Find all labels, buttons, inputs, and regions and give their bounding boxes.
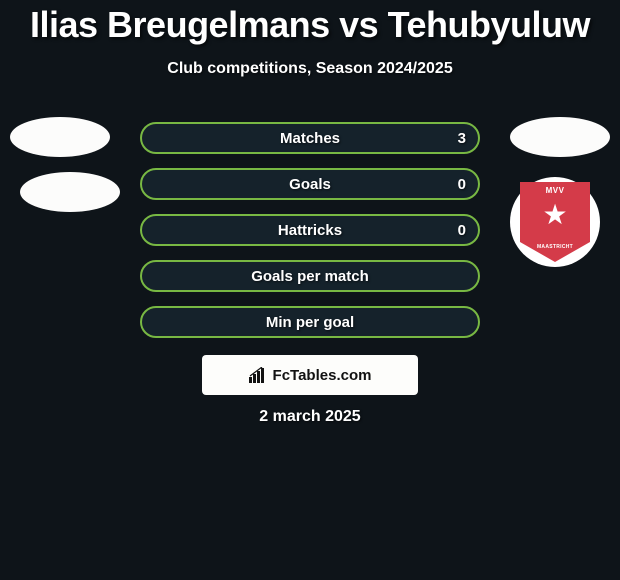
club-badge: MVV ★ MAASTRICHT (510, 177, 600, 267)
page-title: Ilias Breugelmans vs Tehubyuluw (0, 0, 620, 46)
stat-row-goals: Goals 0 (140, 168, 480, 200)
stat-row-matches: Matches 3 (140, 122, 480, 154)
player-left-avatar-2 (20, 172, 120, 212)
stat-row-hattricks: Hattricks 0 (140, 214, 480, 246)
club-badge-top-text: MVV (546, 186, 565, 195)
club-badge-shield: MVV ★ MAASTRICHT (520, 182, 590, 262)
player-left-avatar-1 (10, 117, 110, 157)
attribution-text: FcTables.com (273, 367, 372, 384)
stat-label: Goals per match (142, 268, 478, 285)
attribution-badge[interactable]: FcTables.com (202, 355, 418, 395)
bar-chart-icon (249, 367, 269, 383)
stats-container: Matches 3 Goals 0 Hattricks 0 Goals per … (140, 122, 480, 352)
subtitle: Club competitions, Season 2024/2025 (0, 60, 620, 78)
stat-label: Matches (142, 130, 478, 147)
player-right-avatar (510, 117, 610, 157)
stat-label: Goals (142, 176, 478, 193)
stat-value-right: 0 (458, 222, 466, 239)
club-badge-bottom-text: MAASTRICHT (537, 244, 573, 250)
stat-row-goals-per-match: Goals per match (140, 260, 480, 292)
club-badge-star-icon: ★ (542, 201, 567, 229)
stat-label: Min per goal (142, 314, 478, 331)
stat-label: Hattricks (142, 222, 478, 239)
stat-value-right: 0 (458, 176, 466, 193)
footer-date: 2 march 2025 (0, 408, 620, 426)
stat-row-min-per-goal: Min per goal (140, 306, 480, 338)
stat-value-right: 3 (458, 130, 466, 147)
